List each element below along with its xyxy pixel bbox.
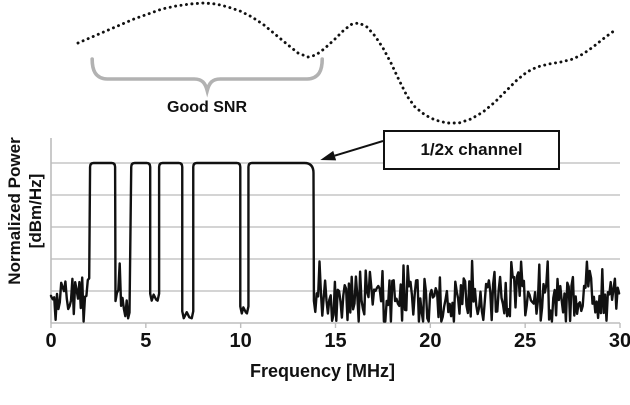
y-axis-label: Normalized Power [dBm/Hz]	[4, 101, 48, 321]
y-axis-label-line1: Normalized Power	[5, 137, 24, 285]
x-tick-label: 25	[514, 330, 537, 352]
x-tick-label: 5	[140, 330, 152, 352]
x-tick-label: 10	[229, 330, 252, 352]
x-tick-label: 15	[324, 330, 347, 352]
x-tick-label: 30	[608, 330, 630, 352]
callout-arrow-line	[334, 140, 384, 157]
y-axis-label-line2: [dBm/Hz]	[26, 173, 45, 249]
channel-callout-box: 1/2x channel	[383, 130, 560, 170]
good-snr-label: Good SNR	[167, 99, 247, 116]
x-axis-label: Frequency [MHz]	[249, 361, 395, 381]
channel-callout-label: 1/2x channel	[420, 140, 523, 159]
snr-response-dotted-curve	[76, 1, 619, 125]
callout-arrowhead	[320, 150, 337, 161]
good-snr-brace	[90, 57, 325, 98]
spectrum-envelope-curve	[49, 161, 621, 323]
x-tick-label: 20	[419, 330, 442, 352]
x-tick-label: 0	[45, 330, 57, 352]
